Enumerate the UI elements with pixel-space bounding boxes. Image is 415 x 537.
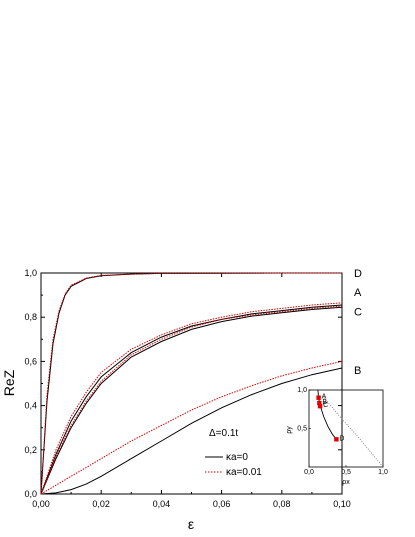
inset-point-b: [317, 400, 322, 406]
inset-point-label-d: D: [339, 435, 344, 442]
series-line-b: [40, 360, 343, 495]
plot-frame: [40, 272, 343, 495]
x-tick-label: 0,08: [273, 499, 291, 509]
inset-plot: 0,0 0,5 1,0 0,5 1,0 ABC D ρx ρy: [286, 387, 388, 486]
inset-x-label: ρx: [342, 479, 350, 486]
legend: κa=0 κa=0.01: [205, 452, 262, 478]
series-line-b: [40, 367, 343, 495]
series-line-d: [40, 272, 342, 495]
inset-point-a: [316, 395, 321, 400]
curve-label-c: C: [354, 306, 362, 318]
x-tick-label: 0,06: [213, 499, 231, 509]
curve-labels: DAC B: [354, 268, 362, 377]
x-tick-label: 0,04: [153, 499, 171, 509]
inset-point-c: [317, 403, 323, 409]
inset-x-tick-label: 0,0: [304, 469, 314, 476]
curve-label-d: D: [354, 268, 362, 280]
series-group: [40, 272, 343, 495]
inset-y-tick-label: 1,0: [297, 387, 307, 394]
y-axis-label: ReZ: [1, 369, 17, 396]
inset-points: ABC D: [316, 394, 344, 442]
inset-x-tick-label: 1,0: [378, 469, 388, 476]
annotation-delta: Δ=0.1t: [209, 428, 238, 439]
inset-point-label-c: C: [323, 402, 328, 409]
inset-x-tick-label: 0,5: [341, 469, 351, 476]
curve-label-b: B: [354, 365, 361, 377]
x-axis-label: ε: [188, 516, 194, 532]
inset-point-label-a: A: [322, 394, 327, 401]
curve-label-a: A: [354, 287, 362, 299]
legend-label-ka001: κa=0.01: [226, 467, 262, 478]
inset-point-label-b: B: [322, 399, 327, 406]
inset-dotted-line: [323, 397, 384, 468]
x-tick-label: 0,02: [92, 499, 110, 509]
inset-y-label: ρy: [286, 426, 293, 434]
y-tick-label: 0,4: [24, 401, 37, 411]
series-line-c: [40, 306, 343, 495]
inset-ticks: 0,0 0,5 1,0 0,5 1,0: [297, 387, 388, 476]
y-tick-label: 0,2: [24, 445, 37, 455]
y-tick-label: 0,0: [24, 489, 37, 499]
series-line-c: [40, 305, 343, 495]
y-axis-ticks: 0,0 0,2 0,4 0,6 0,8 1,0: [24, 268, 342, 499]
series-line-a: [40, 304, 343, 495]
inset-y-tick-label: 0,5: [297, 426, 307, 433]
legend-label-ka0: κa=0: [226, 452, 248, 463]
inset-point-d: [334, 437, 339, 442]
y-tick-label: 0,6: [24, 356, 37, 366]
y-tick-label: 0,8: [24, 312, 37, 322]
series-line-a: [40, 302, 343, 495]
y-tick-label: 1,0: [24, 268, 37, 278]
x-tick-label: 0,10: [333, 499, 351, 509]
series-line-d: [40, 272, 342, 495]
x-tick-label: 0,00: [32, 499, 50, 509]
